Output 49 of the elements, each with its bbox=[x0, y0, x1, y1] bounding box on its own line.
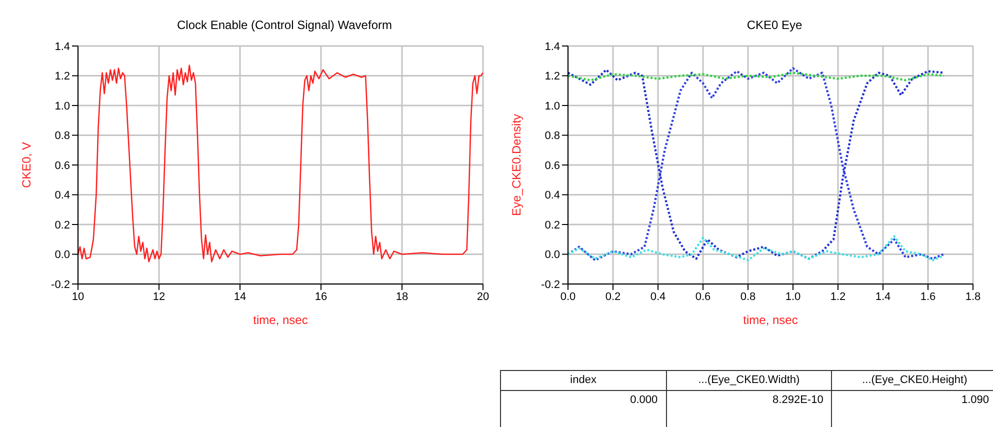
x-tick-label: 1.6 bbox=[920, 290, 936, 303]
line-series bbox=[78, 64, 483, 262]
x-tick-label: 1.8 bbox=[965, 290, 981, 303]
y-tick-label: 1.2 bbox=[54, 70, 70, 83]
y-tick-label: 0.4 bbox=[544, 190, 560, 202]
x-tick-label: 12 bbox=[152, 290, 166, 303]
y-tick-label: 0.0 bbox=[54, 249, 70, 262]
x-axis-title: time, nsec bbox=[253, 313, 308, 327]
x-tick-label: 1.4 bbox=[875, 290, 891, 303]
x-tick-label: 16 bbox=[314, 290, 328, 303]
y-tick-label: -0.2 bbox=[541, 278, 560, 291]
y-tick-label: 0.2 bbox=[544, 219, 560, 232]
y-tick-label: 1.4 bbox=[54, 40, 70, 53]
y-tick-label: 0.2 bbox=[54, 219, 70, 232]
y-tick-label: 0.8 bbox=[54, 130, 70, 142]
y-tick-label: 0.0 bbox=[544, 249, 560, 262]
y-tick-label: 1.4 bbox=[544, 40, 560, 53]
y-tick-label: 1.0 bbox=[544, 100, 560, 112]
text: index bbox=[500, 370, 666, 390]
x-tick-label: 0.0 bbox=[560, 290, 576, 303]
text: 1.090 bbox=[832, 390, 993, 427]
y-tick-label: 1.2 bbox=[544, 70, 560, 83]
x-tick-label: 1.2 bbox=[830, 290, 846, 303]
x-tick-label: 0.8 bbox=[740, 290, 756, 303]
x-tick-label: 0.2 bbox=[605, 290, 621, 303]
x-tick-label: 14 bbox=[234, 290, 246, 303]
x-tick-label: 20 bbox=[476, 290, 490, 303]
text: 8.292E-10 bbox=[666, 390, 832, 427]
text: ...(Eye_CKE0.Height) bbox=[832, 370, 993, 390]
x-axis-title: time, nsec bbox=[743, 313, 798, 327]
x-tick-label: 10 bbox=[72, 290, 84, 303]
x-tick-label: 0.6 bbox=[695, 290, 711, 303]
chart-title: Clock Enable (Control Signal) Waveform bbox=[176, 18, 393, 34]
y-tick-label: 0.8 bbox=[544, 130, 560, 142]
line-series bbox=[568, 72, 945, 82]
y-tick-label: -0.2 bbox=[51, 278, 70, 291]
x-tick-label: 18 bbox=[396, 290, 408, 303]
y-axis-title: CKE0, V bbox=[19, 142, 34, 188]
line-series bbox=[568, 235, 945, 262]
y-tick-label: 0.6 bbox=[544, 160, 560, 172]
x-tick-label: 0.4 bbox=[650, 290, 666, 303]
x-tick-label: 1.0 bbox=[785, 290, 801, 303]
y-tick-label: 0.6 bbox=[54, 160, 70, 172]
chart-title: CKE0 Eye bbox=[746, 18, 804, 34]
text: 0.000 bbox=[500, 390, 666, 427]
y-axis-title: Eye_CKE0.Density bbox=[509, 114, 524, 216]
y-tick-label: 1.0 bbox=[54, 100, 70, 112]
y-tick-label: 0.4 bbox=[54, 190, 70, 202]
text: ...(Eye_CKE0.Width) bbox=[666, 370, 832, 390]
